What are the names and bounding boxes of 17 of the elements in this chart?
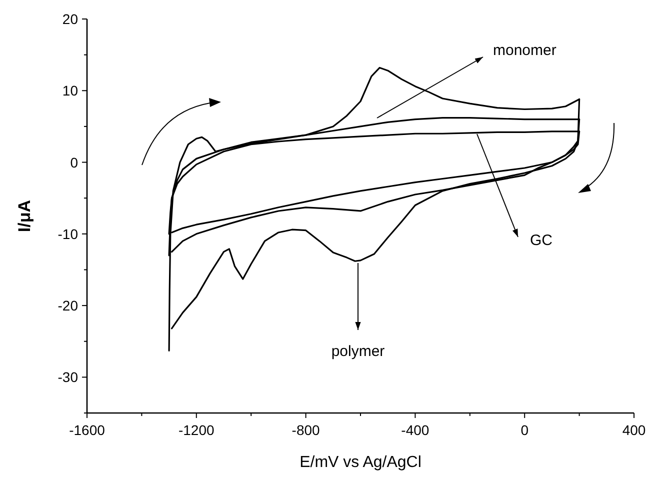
annotation: polymer bbox=[331, 343, 385, 360]
x-tick-label: -1200 bbox=[178, 422, 215, 438]
x-tick-label: -1600 bbox=[69, 422, 106, 438]
y-tick-label: 0 bbox=[70, 154, 78, 170]
y-tick-label: 20 bbox=[62, 11, 78, 27]
y-axis-title: I/μA bbox=[15, 200, 34, 232]
x-tick-label: 0 bbox=[520, 422, 529, 438]
y-tick-label: 10 bbox=[62, 82, 78, 99]
x-tick-label: 400 bbox=[622, 422, 646, 438]
y-tick-label: -20 bbox=[58, 298, 78, 314]
x-axis-title: E/mV vs Ag/AgCl bbox=[300, 454, 422, 471]
annotation: GC bbox=[530, 232, 553, 249]
x-tick-label: -400 bbox=[401, 422, 430, 438]
annotation: monomer bbox=[493, 42, 556, 59]
x-tick-label: -800 bbox=[292, 422, 320, 438]
y-tick-label: -30 bbox=[58, 369, 78, 386]
y-tick-label: -10 bbox=[58, 226, 78, 242]
